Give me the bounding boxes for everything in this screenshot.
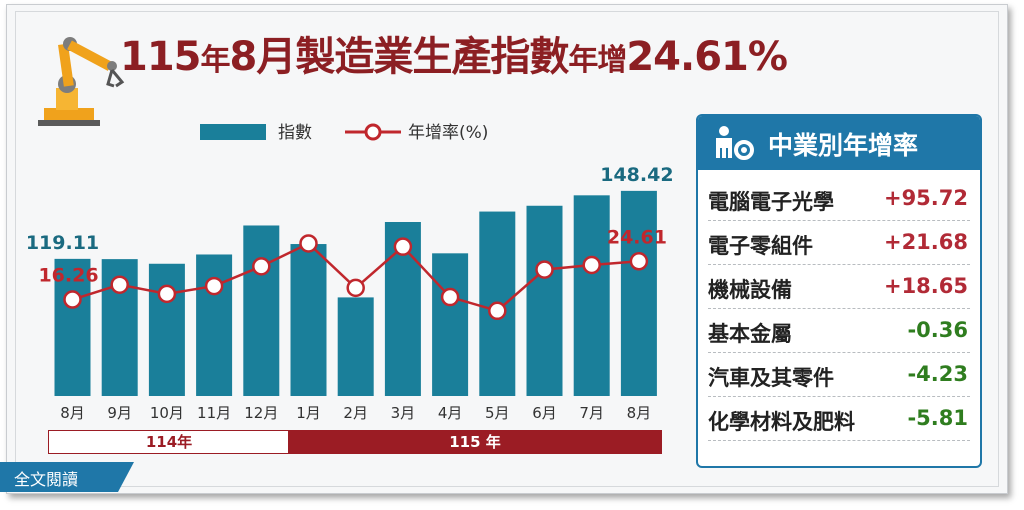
growth-point bbox=[157, 284, 177, 304]
index-bar bbox=[148, 263, 185, 396]
title-year-number: 115 bbox=[120, 34, 201, 80]
read-all-bg bbox=[0, 462, 118, 492]
growth-point bbox=[629, 252, 649, 271]
industry-name: 電腦電子光學 bbox=[708, 190, 834, 214]
bar-data-label: 148.42 bbox=[600, 164, 673, 186]
growth-point bbox=[440, 287, 460, 307]
industry-name: 電子零組件 bbox=[708, 234, 813, 258]
industry-name: 化學材料及肥料 bbox=[708, 410, 855, 434]
read-all-button[interactable]: 全文閱讀 bbox=[0, 462, 134, 492]
industry-row: 電子零組件 +21.68 bbox=[708, 220, 970, 265]
bar-data-label: 119.11 bbox=[26, 232, 99, 254]
industry-growth-value: -5.81 bbox=[907, 406, 968, 430]
industry-row: 機械設備 +18.65 bbox=[708, 264, 970, 309]
growth-point bbox=[299, 234, 318, 253]
robot-arm-icon bbox=[38, 37, 125, 126]
x-tick-label: 10月 bbox=[150, 404, 184, 422]
index-bar bbox=[620, 190, 657, 396]
growth-point bbox=[582, 255, 601, 275]
title-growth-word: 年增 bbox=[568, 43, 627, 78]
growth-point bbox=[393, 237, 413, 256]
year-group-115: 115 年 bbox=[288, 430, 662, 454]
growth-point bbox=[63, 290, 82, 309]
growth-point bbox=[346, 278, 365, 298]
legend-bar-swatch bbox=[200, 124, 266, 140]
industry-row: 汽車及其零件 -4.23 bbox=[708, 352, 970, 397]
industry-row: 化學材料及肥料 -5.81 bbox=[708, 396, 970, 441]
title-growth-value: 24.61% bbox=[626, 34, 788, 80]
growth-point bbox=[488, 301, 507, 321]
line-data-label: 24.61 bbox=[607, 226, 667, 248]
x-tick-label: 6月 bbox=[532, 404, 557, 422]
index-bar bbox=[573, 195, 610, 396]
index-bar bbox=[432, 253, 469, 396]
x-tick-label: 1月 bbox=[296, 404, 321, 422]
industry-growth-value: -4.23 bbox=[907, 362, 968, 386]
x-tick-label: 11月 bbox=[197, 404, 231, 422]
x-tick-label: 2月 bbox=[343, 404, 368, 422]
industry-growth-value: +18.65 bbox=[883, 274, 968, 298]
year-group-114: 114年 bbox=[48, 430, 290, 454]
index-bar bbox=[290, 244, 327, 396]
x-tick-label: 9月 bbox=[107, 404, 132, 422]
industry-growth-value: -0.36 bbox=[907, 318, 968, 342]
line-data-label: 16.26 bbox=[38, 265, 98, 287]
x-tick-label: 7月 bbox=[579, 404, 604, 422]
x-tick-label: 8月 bbox=[627, 404, 652, 422]
worker-gear-icon bbox=[716, 126, 754, 160]
x-tick-label: 3月 bbox=[391, 404, 416, 422]
title-main: 8月製造業生產指數 bbox=[229, 34, 570, 80]
title-year-unit: 年 bbox=[200, 43, 231, 78]
panel-header: 中業別年增率 bbox=[698, 116, 980, 170]
read-all-label: 全文閱讀 bbox=[14, 470, 79, 489]
x-tick-label: 5月 bbox=[485, 404, 510, 422]
industry-growth-value: +95.72 bbox=[883, 186, 968, 210]
x-tick-label: 8月 bbox=[60, 404, 85, 422]
inner-border bbox=[15, 11, 999, 487]
index-bar bbox=[526, 205, 563, 396]
industry-row: 基本金屬 -0.36 bbox=[708, 308, 970, 353]
year-group-114-label: 114年 bbox=[145, 433, 193, 451]
industry-name: 汽車及其零件 bbox=[708, 366, 834, 390]
industry-growth-value: +21.68 bbox=[883, 230, 968, 254]
panel-title: 中業別年增率 bbox=[768, 131, 919, 160]
legend-line-swatch bbox=[345, 123, 401, 141]
index-bar bbox=[243, 225, 280, 396]
growth-point bbox=[110, 275, 129, 294]
growth-point bbox=[252, 257, 271, 276]
growth-point bbox=[204, 276, 224, 296]
index-bar bbox=[196, 254, 233, 396]
legend-bar-label: 指數 bbox=[278, 123, 312, 143]
year-group-115-label: 115 年 bbox=[449, 433, 501, 451]
index-bar bbox=[54, 258, 91, 396]
read-all-corner bbox=[118, 462, 134, 492]
index-bar bbox=[337, 297, 374, 396]
legend-line-label: 年增率(%) bbox=[408, 123, 489, 143]
industry-row: 電腦電子光學 +95.72 bbox=[708, 176, 970, 221]
industry-name: 基本金屬 bbox=[708, 322, 792, 346]
page-title: 115年8月製造業生產指數年增24.61% bbox=[120, 24, 788, 82]
x-tick-label: 12月 bbox=[244, 404, 278, 422]
growth-point bbox=[535, 260, 554, 279]
x-tick-label: 4月 bbox=[438, 404, 463, 422]
industry-growth-panel: 中業別年增率 電腦電子光學 +95.72 電子零組件 +21.68 機械設備 +18.65… bbox=[696, 114, 982, 468]
industry-name: 機械設備 bbox=[708, 278, 792, 302]
